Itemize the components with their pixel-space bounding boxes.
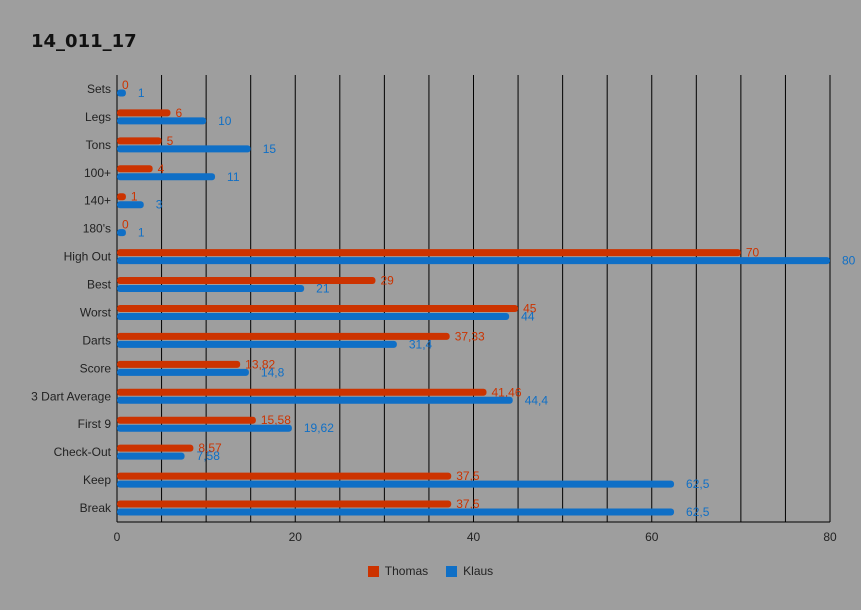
category-label: Sets (87, 82, 111, 96)
bar-thomas (117, 249, 741, 257)
data-label-klaus: 1 (138, 226, 145, 240)
category-label: Best (87, 278, 112, 292)
data-label-klaus: 31,4 (409, 337, 433, 351)
chart-title: 14_011_17 (31, 31, 137, 52)
bar-klaus (117, 285, 305, 293)
bar-klaus (117, 480, 675, 488)
category-label: 3 Dart Average (31, 389, 111, 403)
bar-thomas (117, 137, 162, 145)
category-label: High Out (64, 250, 112, 264)
bar-thomas (117, 277, 376, 285)
data-label-thomas: 37,5 (456, 497, 480, 511)
data-label-thomas: 15,58 (261, 413, 291, 427)
bar-klaus (117, 117, 207, 125)
bar-thomas (117, 500, 452, 508)
data-label-klaus: 10 (218, 114, 232, 128)
bar-thomas (117, 332, 450, 340)
data-label-thomas: 8,57 (198, 441, 222, 455)
data-label-thomas: 41,46 (492, 385, 522, 399)
data-label-klaus: 80 (842, 254, 856, 268)
data-label-klaus: 44 (521, 309, 535, 323)
data-label-klaus: 19,62 (304, 421, 334, 435)
category-label: 100+ (84, 166, 111, 180)
category-label: Worst (80, 305, 112, 319)
bar-klaus (117, 424, 292, 432)
category-label: First 9 (78, 417, 112, 431)
data-label-thomas: 37,33 (455, 329, 485, 343)
bar-thomas (117, 388, 487, 396)
data-label-klaus: 21 (316, 282, 330, 296)
x-tick-label: 60 (645, 530, 659, 544)
category-label: Tons (86, 138, 111, 152)
data-label-thomas: 70 (746, 246, 760, 260)
bar-thomas (117, 193, 126, 201)
data-label-thomas: 1 (131, 190, 138, 204)
data-label-klaus: 7,58 (197, 449, 221, 463)
bar-klaus (117, 340, 397, 348)
bar-thomas (117, 444, 194, 452)
data-label-thomas: 37,5 (456, 469, 480, 483)
bar-klaus (117, 229, 126, 237)
legend-label-thomas: Thomas (384, 564, 429, 578)
category-label: Legs (85, 110, 111, 124)
x-tick-label: 0 (114, 530, 121, 544)
data-label-klaus: 11 (227, 170, 240, 184)
bar-klaus (117, 396, 513, 404)
data-label-thomas: 4 (158, 162, 165, 176)
data-label-thomas: 0 (122, 78, 129, 92)
data-label-klaus: 44,4 (525, 393, 549, 407)
legend-item-klaus[interactable]: Klaus (446, 564, 493, 578)
data-label-thomas: 0 (122, 218, 129, 232)
category-label: Keep (83, 473, 111, 487)
bar-klaus (117, 508, 675, 516)
data-label-thomas: 45 (523, 301, 537, 315)
bar-klaus (117, 173, 216, 181)
category-label: Break (80, 501, 112, 515)
category-label: Score (80, 361, 112, 375)
data-label-klaus: 62,5 (686, 505, 710, 519)
category-label: 180's (83, 222, 111, 236)
category-label: 140+ (84, 194, 111, 208)
data-label-klaus: 14,8 (261, 365, 285, 379)
x-tick-label: 40 (467, 530, 481, 544)
x-tick-label: 20 (289, 530, 303, 544)
bar-klaus (117, 201, 144, 209)
legend: Thomas Klaus (0, 564, 861, 578)
bar-klaus (117, 452, 185, 460)
bar-thomas (117, 416, 256, 424)
bar-thomas (117, 304, 519, 312)
legend-swatch-thomas (367, 565, 379, 577)
data-label-thomas: 6 (175, 106, 182, 120)
data-label-thomas: 13,82 (245, 357, 275, 371)
bar-klaus (117, 89, 126, 97)
data-label-thomas: 29 (380, 274, 394, 288)
legend-swatch-klaus (446, 565, 458, 577)
bar-klaus (117, 312, 510, 320)
bar-thomas (117, 360, 241, 368)
bar-klaus (117, 145, 251, 153)
bar-thomas (117, 165, 153, 173)
category-label: Check-Out (54, 445, 112, 459)
bar-klaus (117, 257, 830, 265)
data-label-klaus: 62,5 (686, 477, 710, 491)
legend-item-thomas[interactable]: Thomas (367, 564, 429, 578)
legend-label-klaus: Klaus (463, 564, 494, 578)
data-label-klaus: 15 (263, 142, 277, 156)
data-label-thomas: 5 (167, 134, 174, 148)
category-label: Darts (82, 333, 111, 347)
bar-thomas (117, 472, 452, 480)
bar-klaus (117, 368, 249, 376)
data-label-klaus: 3 (156, 198, 163, 212)
data-label-klaus: 1 (138, 86, 145, 100)
bar-thomas (117, 109, 171, 117)
x-tick-label: 80 (823, 530, 837, 544)
